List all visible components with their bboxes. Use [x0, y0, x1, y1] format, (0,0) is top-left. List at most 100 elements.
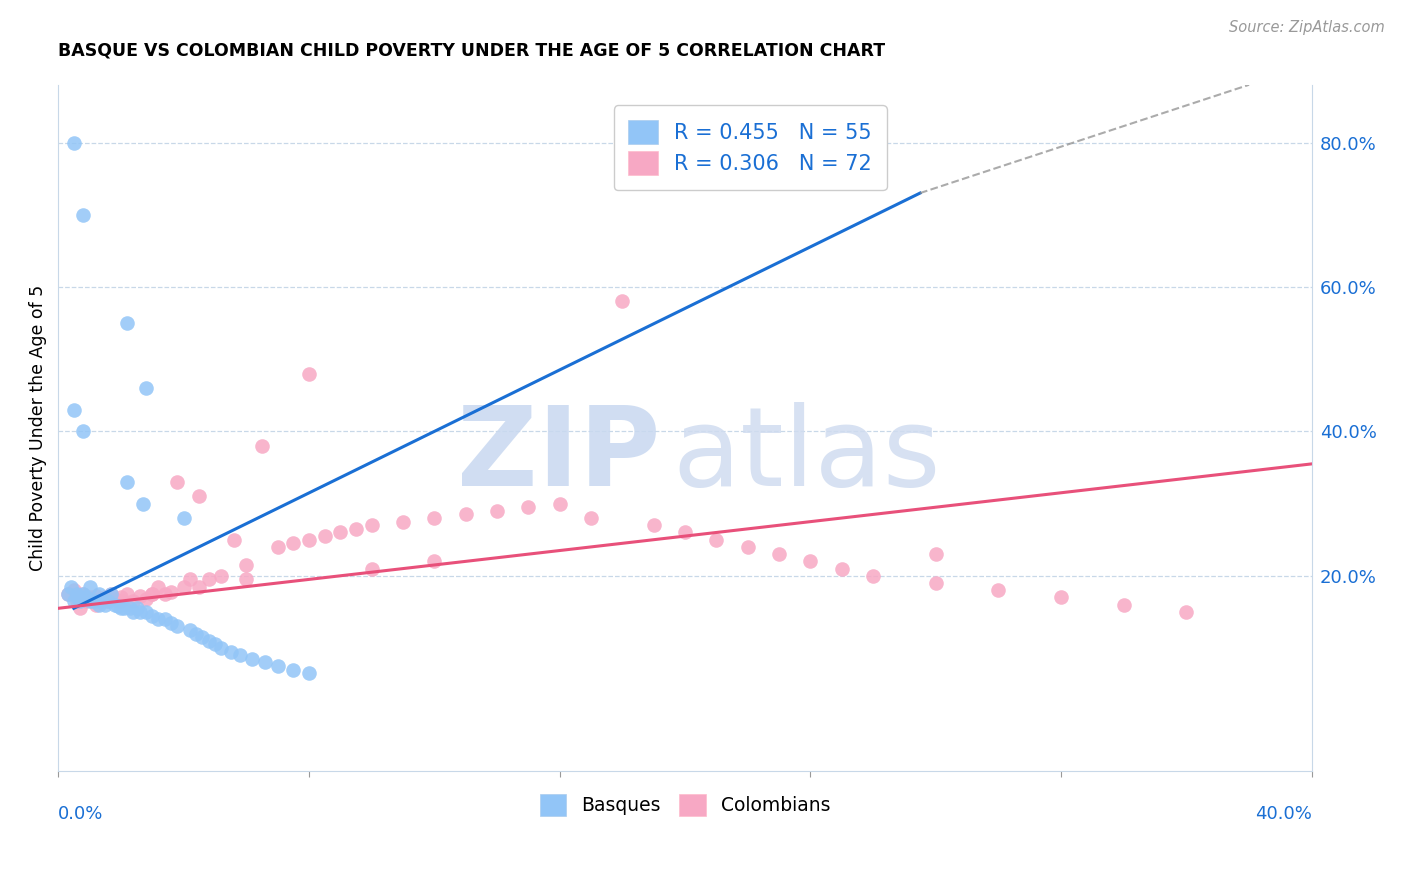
Point — [148, 612, 170, 626]
Point — [1175, 605, 1198, 619]
Point — [153, 612, 176, 626]
Point — [56, 587, 79, 601]
Point — [298, 533, 321, 547]
Point — [612, 294, 634, 309]
Point — [107, 599, 129, 614]
Point — [97, 594, 120, 608]
Point — [209, 569, 232, 583]
Point — [423, 554, 446, 568]
Point — [184, 626, 207, 640]
Point — [579, 511, 602, 525]
Point — [103, 598, 125, 612]
Point — [72, 208, 94, 222]
Point — [72, 587, 94, 601]
Point — [266, 540, 288, 554]
Point — [266, 659, 288, 673]
Point — [987, 583, 1010, 598]
Point — [84, 594, 107, 608]
Point — [250, 439, 273, 453]
Point — [110, 594, 132, 608]
Point — [704, 533, 727, 547]
Point — [179, 623, 201, 637]
Point — [59, 580, 82, 594]
Point — [100, 587, 122, 601]
Point — [360, 518, 382, 533]
Point — [831, 561, 853, 575]
Point — [924, 547, 946, 561]
Point — [235, 558, 257, 572]
Text: 40.0%: 40.0% — [1256, 805, 1312, 823]
Point — [125, 601, 148, 615]
Point — [166, 619, 188, 633]
Y-axis label: Child Poverty Under the Age of 5: Child Poverty Under the Age of 5 — [30, 285, 46, 571]
Point — [548, 497, 571, 511]
Point — [862, 569, 884, 583]
Point — [283, 663, 305, 677]
Point — [94, 591, 117, 605]
Point — [222, 533, 245, 547]
Point — [643, 518, 665, 533]
Point — [84, 589, 107, 603]
Point — [91, 591, 114, 606]
Point — [75, 594, 97, 608]
Point — [423, 511, 446, 525]
Point — [1112, 598, 1135, 612]
Point — [141, 608, 163, 623]
Point — [197, 573, 219, 587]
Point — [298, 666, 321, 681]
Point — [91, 594, 114, 608]
Point — [72, 587, 94, 601]
Point — [673, 525, 696, 540]
Point — [179, 573, 201, 587]
Point — [79, 591, 101, 605]
Point — [242, 652, 264, 666]
Point — [135, 381, 157, 395]
Point — [392, 515, 415, 529]
Point — [454, 508, 477, 522]
Point — [82, 594, 104, 608]
Point — [298, 367, 321, 381]
Point — [75, 591, 97, 605]
Text: 0.0%: 0.0% — [58, 805, 104, 823]
Point — [69, 594, 91, 608]
Point — [66, 587, 89, 601]
Point — [66, 591, 89, 605]
Point — [112, 601, 135, 615]
Point — [87, 587, 110, 601]
Point — [115, 316, 138, 330]
Point — [737, 540, 759, 554]
Point — [122, 605, 145, 619]
Point — [235, 573, 257, 587]
Point — [122, 594, 145, 608]
Point — [191, 630, 214, 644]
Point — [253, 656, 276, 670]
Point — [97, 594, 120, 608]
Point — [110, 601, 132, 615]
Point — [100, 587, 122, 601]
Point — [63, 136, 86, 150]
Point — [56, 587, 79, 601]
Point — [94, 598, 117, 612]
Point — [768, 547, 790, 561]
Point — [153, 587, 176, 601]
Point — [132, 497, 155, 511]
Point — [115, 587, 138, 601]
Text: ZIP: ZIP — [457, 401, 659, 508]
Point — [141, 587, 163, 601]
Point — [204, 637, 226, 651]
Point — [188, 580, 211, 594]
Point — [63, 402, 86, 417]
Point — [209, 640, 232, 655]
Point — [188, 489, 211, 503]
Point — [128, 605, 150, 619]
Point — [63, 583, 86, 598]
Point — [82, 591, 104, 606]
Legend: Basques, Colombians: Basques, Colombians — [533, 787, 838, 823]
Point — [63, 594, 86, 608]
Point — [329, 525, 352, 540]
Point — [173, 511, 195, 525]
Point — [141, 587, 163, 601]
Text: Source: ZipAtlas.com: Source: ZipAtlas.com — [1229, 20, 1385, 35]
Point — [103, 591, 125, 606]
Point — [148, 580, 170, 594]
